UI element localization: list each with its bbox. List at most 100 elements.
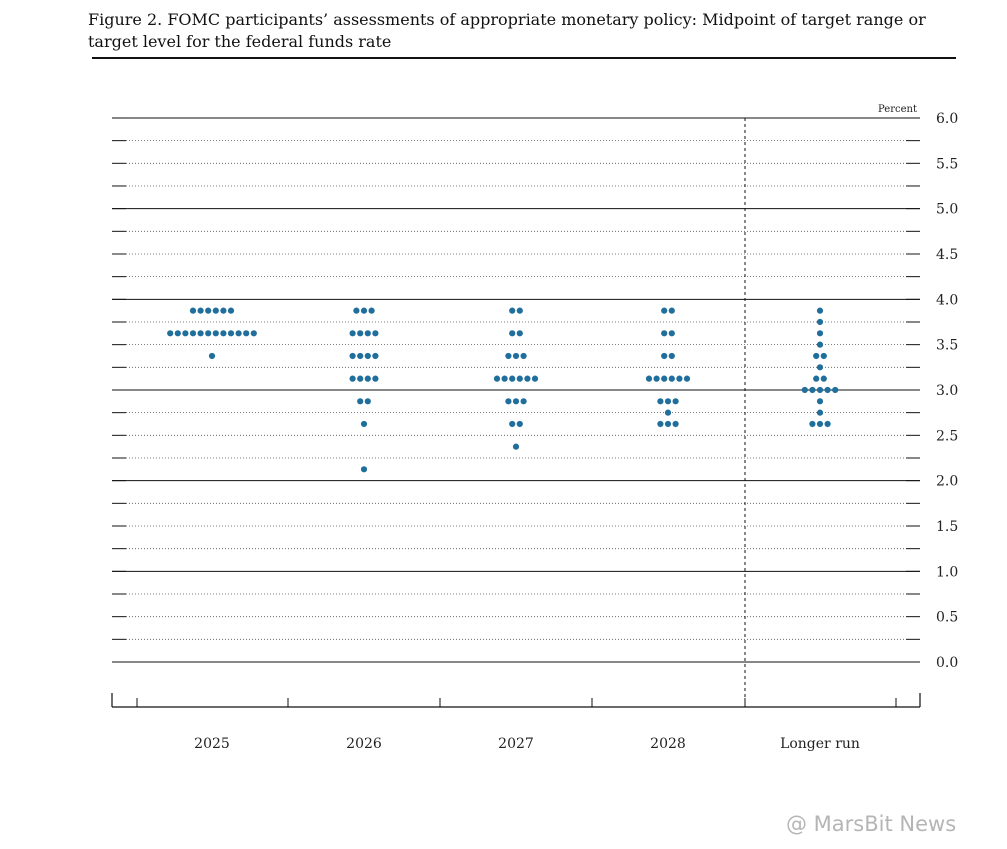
participant-dot — [816, 307, 824, 314]
y-tick-label: 2.5 — [936, 428, 958, 444]
participant-dot — [657, 398, 664, 405]
participant-dot — [516, 375, 523, 382]
participant-dot — [250, 330, 257, 337]
participant-dot — [205, 307, 212, 314]
participant-dot — [235, 330, 242, 337]
watermark: @ MarsBit News — [786, 812, 956, 836]
participant-dot — [816, 386, 824, 394]
participant-dot — [816, 409, 824, 416]
y-axis-unit-label: Percent — [878, 104, 917, 115]
participant-dot — [212, 307, 219, 314]
participant-dot — [524, 375, 531, 382]
participant-dot — [816, 364, 824, 371]
participant-dot — [668, 352, 675, 360]
x-category-label: 2027 — [498, 736, 534, 752]
participant-dot — [357, 398, 364, 405]
participant-dot — [813, 375, 820, 382]
participant-dot — [360, 466, 368, 473]
participant-dot — [661, 330, 668, 337]
participant-dot — [243, 330, 250, 337]
participant-dot — [227, 307, 235, 314]
participant-dot — [664, 409, 672, 416]
participant-dot — [372, 375, 379, 382]
participant-dot — [509, 420, 516, 428]
participant-dot — [661, 352, 668, 360]
participant-dot — [516, 307, 523, 314]
participant-dot — [661, 307, 668, 314]
participant-dot — [832, 386, 839, 394]
participant-dot — [520, 398, 527, 405]
participant-dot — [816, 398, 824, 405]
participant-dot — [657, 420, 664, 428]
participant-dot — [364, 398, 371, 405]
participant-dot — [516, 330, 523, 337]
participant-dot — [531, 375, 539, 382]
participant-dot — [349, 375, 356, 382]
y-tick-label: 1.0 — [936, 564, 958, 580]
participant-dot — [364, 330, 371, 337]
participant-dot — [509, 307, 516, 314]
participant-dot — [220, 330, 227, 337]
participant-dot — [672, 398, 679, 405]
participant-dot — [189, 307, 197, 314]
participant-dot — [360, 307, 368, 314]
participant-dot — [509, 330, 516, 337]
y-tick-label: 3.0 — [936, 383, 958, 399]
participant-dot — [512, 443, 520, 450]
participant-dot — [668, 330, 675, 337]
participant-dot — [509, 375, 516, 382]
participant-dot — [816, 318, 824, 326]
participant-dot — [205, 330, 212, 337]
participant-dot — [227, 330, 235, 337]
x-category-label: 2028 — [650, 736, 686, 752]
participant-dot — [493, 375, 501, 382]
y-tick-label: 6.0 — [936, 111, 958, 127]
y-tick-label: 4.0 — [936, 292, 958, 308]
participant-dot — [683, 375, 691, 382]
participant-dot — [645, 375, 653, 382]
participant-dot — [668, 375, 675, 382]
participant-dot — [189, 330, 197, 337]
participant-dot — [197, 330, 204, 337]
participant-dot — [516, 420, 523, 428]
participant-dot — [824, 386, 831, 394]
participant-dot — [816, 341, 824, 348]
y-tick-label: 3.5 — [936, 338, 958, 354]
participant-dot — [368, 307, 375, 314]
participant-dot — [372, 330, 379, 337]
participant-dot — [661, 375, 668, 382]
participant-dot — [501, 375, 508, 382]
participant-dot — [820, 375, 827, 382]
participant-dot — [353, 307, 360, 314]
participant-dot — [360, 420, 368, 428]
participant-dot — [174, 330, 181, 337]
participant-dot — [349, 330, 356, 337]
participant-dot — [668, 307, 675, 314]
participant-dot — [801, 386, 808, 394]
y-tick-label: 0.5 — [936, 610, 958, 626]
participant-dot — [820, 352, 827, 360]
participant-dot — [372, 352, 379, 360]
participant-dot — [505, 352, 512, 360]
participant-dot — [220, 307, 227, 314]
participant-dot — [357, 330, 364, 337]
participant-dot — [520, 352, 527, 360]
participant-dot — [809, 386, 816, 394]
participant-dot — [167, 330, 174, 337]
y-tick-label: 5.5 — [936, 156, 958, 172]
participant-dot — [809, 420, 816, 428]
figure-title: Figure 2. FOMC participants’ assessments… — [88, 10, 926, 51]
participant-dot — [357, 375, 364, 382]
participant-dot — [505, 398, 512, 405]
x-category-label: 2025 — [194, 736, 230, 752]
watermark-text: @ MarsBit News — [786, 812, 957, 836]
participant-dot — [197, 307, 204, 314]
participant-dot — [364, 352, 371, 360]
y-tick-label: 1.5 — [936, 519, 958, 535]
participant-dot — [208, 352, 216, 360]
participant-dot — [512, 352, 520, 360]
participant-dot — [813, 352, 820, 360]
y-tick-label: 0.0 — [936, 655, 958, 671]
participant-dot — [824, 420, 831, 428]
